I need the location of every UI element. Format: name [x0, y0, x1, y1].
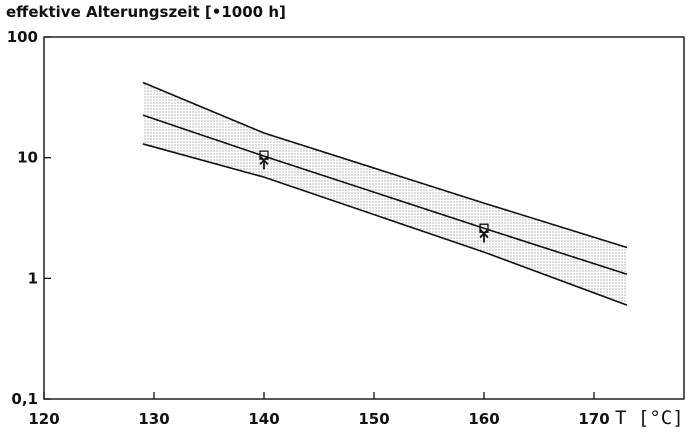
series-line-fit: [142, 114, 628, 276]
y-tick-label: 100: [7, 28, 38, 46]
x-tick-label: 130: [138, 410, 169, 428]
x-tick-label: 140: [248, 410, 279, 428]
data-point-cross-1: [259, 155, 269, 170]
plot-area-frame: [43, 36, 685, 400]
y-axis-title: effektive Alterungszeit [•1000 h]: [6, 3, 286, 21]
x-tick-label: 150: [358, 410, 389, 428]
series-line-upper-bound: [142, 81, 628, 249]
y-tick-label: 10: [17, 149, 38, 167]
y-tick-label: 0,1: [11, 390, 38, 408]
confidence-band: [143, 82, 627, 306]
data-point-cross-3: [479, 228, 489, 243]
x-tick-label: 120: [28, 410, 59, 428]
x-tick-label: 170: [578, 410, 609, 428]
x-axis-label: T [°C]: [615, 407, 684, 429]
y-tick-label: 1: [28, 269, 38, 287]
data-point-square-2: [479, 223, 489, 233]
x-tick-label: 160: [468, 410, 499, 428]
series-line-lower-bound: [142, 143, 628, 306]
